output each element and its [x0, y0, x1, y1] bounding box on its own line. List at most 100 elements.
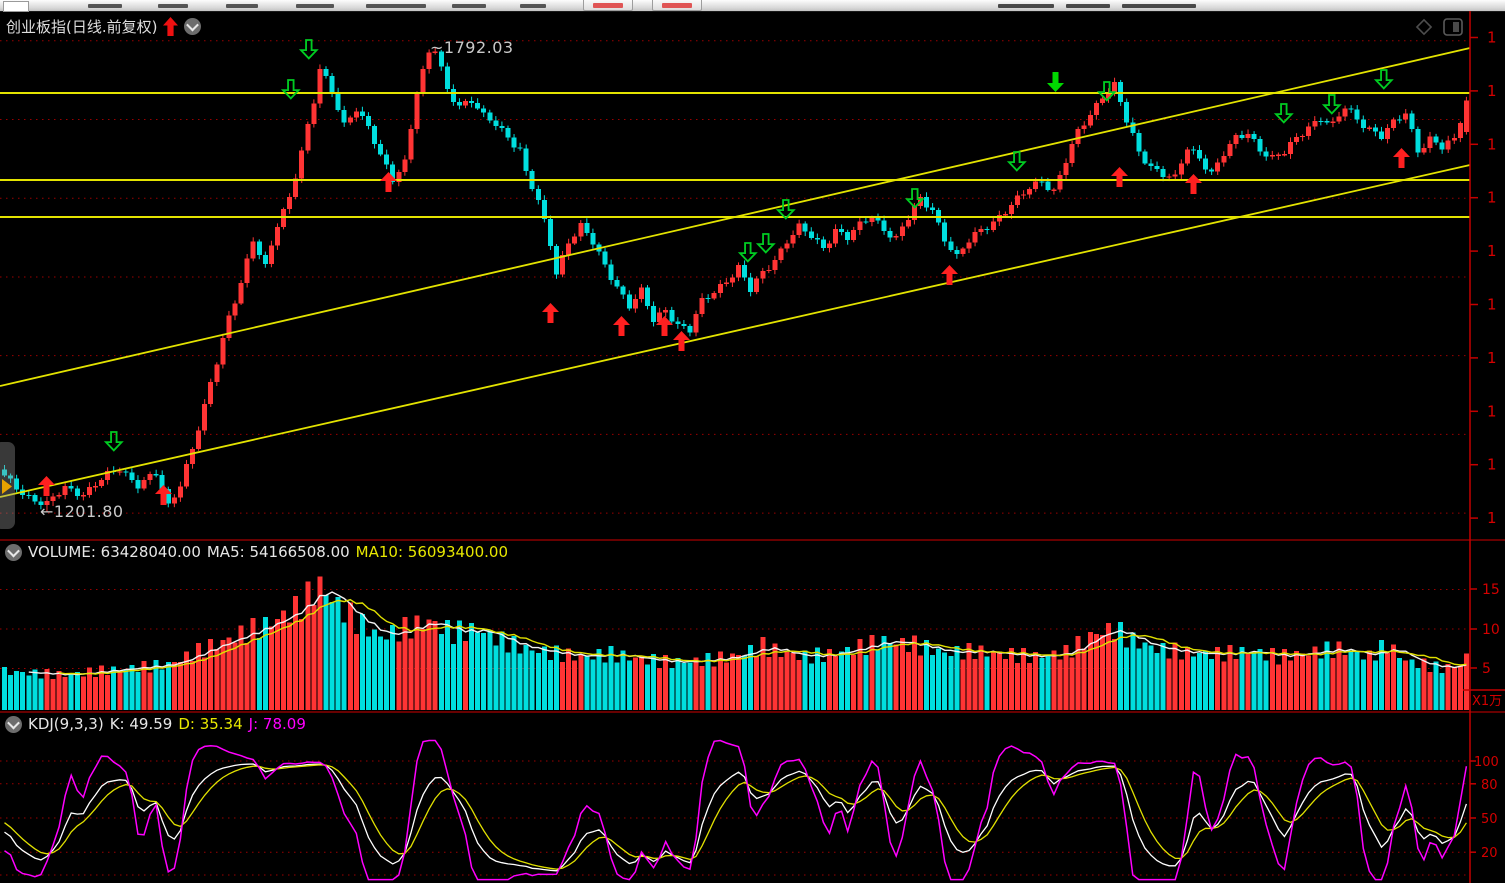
price-gridlines	[0, 40, 1470, 514]
svg-text:1: 1	[1487, 296, 1497, 314]
kdj-pane-header: KDJ(9,3,3) K: 49.59 D: 35.34 J: 78.09	[5, 715, 306, 733]
panel-layout-icon[interactable]	[1443, 18, 1463, 36]
buy-signal-arrow	[1185, 174, 1202, 194]
svg-text:1: 1	[1487, 242, 1497, 260]
volume-value: 63428040.00	[100, 543, 201, 561]
sell-signal-arrow	[755, 233, 776, 254]
svg-text:1: 1	[1487, 29, 1497, 47]
svg-text:15: 15	[1482, 582, 1500, 598]
kdj-gridlines	[0, 760, 1470, 876]
svg-text:5: 5	[1482, 661, 1491, 677]
svg-text:10: 10	[1482, 622, 1500, 638]
k-value: 49.59	[129, 715, 173, 733]
menubar	[0, 0, 1505, 12]
buy-signal-arrow	[656, 316, 673, 336]
sell-signal-arrow	[1096, 81, 1117, 102]
volume-pane-header: VOLUME: 63428040.00 MA5: 54166508.00 MA1…	[5, 543, 508, 561]
scroll-arrow-icon	[2, 479, 12, 494]
sell-signal-arrow	[1273, 103, 1294, 124]
ma10-label: MA10:	[355, 543, 403, 561]
candlesticks	[2, 47, 1469, 512]
d-line	[4, 764, 1467, 870]
j-value: 78.09	[262, 715, 306, 733]
svg-text:1: 1	[1487, 189, 1497, 207]
sell-signal-arrow	[280, 79, 301, 100]
kdj-label: KDJ(9,3,3)	[28, 715, 104, 733]
price-pane-header: 创业板指(日线.前复权)	[6, 16, 202, 37]
menubar-item-clipped[interactable]	[88, 4, 122, 8]
collapse-chevron-icon[interactable]	[5, 543, 22, 561]
buy-signal-arrow	[155, 485, 172, 505]
menubar-red-button[interactable]	[583, 0, 633, 11]
volume-ma10-line	[58, 598, 1467, 675]
volume-bars	[2, 576, 1469, 710]
signal-arrows	[38, 39, 1410, 505]
svg-text:1: 1	[1487, 402, 1497, 420]
menubar-item-clipped[interactable]	[296, 4, 334, 8]
buy-signal-arrow	[941, 265, 958, 285]
svg-text:100: 100	[1474, 755, 1499, 770]
diamond-icon[interactable]	[1415, 18, 1433, 36]
menubar-item-clipped[interactable]	[452, 4, 486, 8]
sell-signal-arrow	[1373, 69, 1394, 90]
svg-text:1: 1	[1487, 456, 1497, 474]
buy-signal-arrow	[1111, 167, 1128, 187]
yellow-lines	[0, 47, 1471, 498]
menubar-input-box[interactable]	[3, 1, 29, 12]
right-axis: 1 1 1 1 1 1 1 1 1 1 15 10 5 X1万 100 80 50 20	[0, 11, 1505, 883]
high-price-annotation: ~1792.03	[430, 38, 514, 57]
left-scroll-indicator	[0, 442, 15, 529]
menubar-red-button[interactable]	[652, 0, 702, 11]
svg-text:X1万: X1万	[1472, 694, 1502, 709]
sell-signal-arrow	[1006, 151, 1027, 172]
menubar-item-clipped[interactable]	[226, 4, 258, 8]
svg-text:1: 1	[1487, 349, 1497, 367]
sell-signal-arrow	[298, 39, 319, 60]
trend-up-icon	[163, 17, 179, 36]
sell-signal-arrow	[737, 242, 758, 263]
collapse-chevron-icon[interactable]	[184, 18, 202, 35]
d-label: D:	[178, 715, 195, 733]
sell-signal-arrow-solid	[1047, 72, 1064, 92]
low-price-annotation: ←1201.80	[40, 502, 124, 521]
svg-text:80: 80	[1481, 778, 1498, 793]
volume-label: VOLUME:	[28, 543, 96, 561]
menubar-item-clipped[interactable]	[520, 4, 546, 8]
j-line	[4, 739, 1468, 881]
svg-text:1: 1	[1487, 509, 1497, 527]
sell-signal-arrow	[904, 188, 925, 209]
buy-signal-arrow	[673, 331, 690, 351]
buy-signal-arrow	[380, 172, 397, 192]
k-line	[4, 763, 1468, 872]
volume-ma-lines	[28, 591, 1467, 676]
sell-signal-arrow	[103, 431, 124, 452]
buy-signal-arrow	[38, 476, 55, 496]
sell-signal-arrow	[1321, 94, 1342, 115]
d-value: 35.34	[199, 715, 243, 733]
chart-title: 创业板指(日线.前复权)	[6, 18, 158, 36]
ma5-label: MA5:	[206, 543, 245, 561]
buy-signal-arrow	[1393, 148, 1410, 168]
collapse-chevron-icon[interactable]	[5, 715, 22, 733]
svg-text:1: 1	[1487, 135, 1497, 153]
kdj-lines	[4, 739, 1468, 881]
buy-signal-arrow	[613, 316, 630, 336]
menubar-title-clipped	[998, 4, 1054, 8]
j-label: J:	[248, 715, 259, 733]
svg-text:1: 1	[1487, 82, 1497, 100]
svg-text:50: 50	[1481, 812, 1498, 827]
volume-ma5-line	[28, 591, 1467, 676]
sell-signal-arrow	[775, 199, 796, 220]
menubar-item-clipped[interactable]	[158, 4, 188, 8]
ma10-value: 56093400.00	[407, 543, 508, 561]
menubar-title-clipped	[1066, 4, 1110, 8]
menubar-item-clipped[interactable]	[366, 4, 426, 8]
k-label: K:	[109, 715, 125, 733]
ma5-value: 54166508.00	[249, 543, 350, 561]
buy-signal-arrow	[542, 303, 559, 323]
pane-window-icons	[1415, 18, 1463, 36]
menubar-title-clipped	[1122, 4, 1196, 8]
svg-text:20: 20	[1481, 846, 1498, 861]
